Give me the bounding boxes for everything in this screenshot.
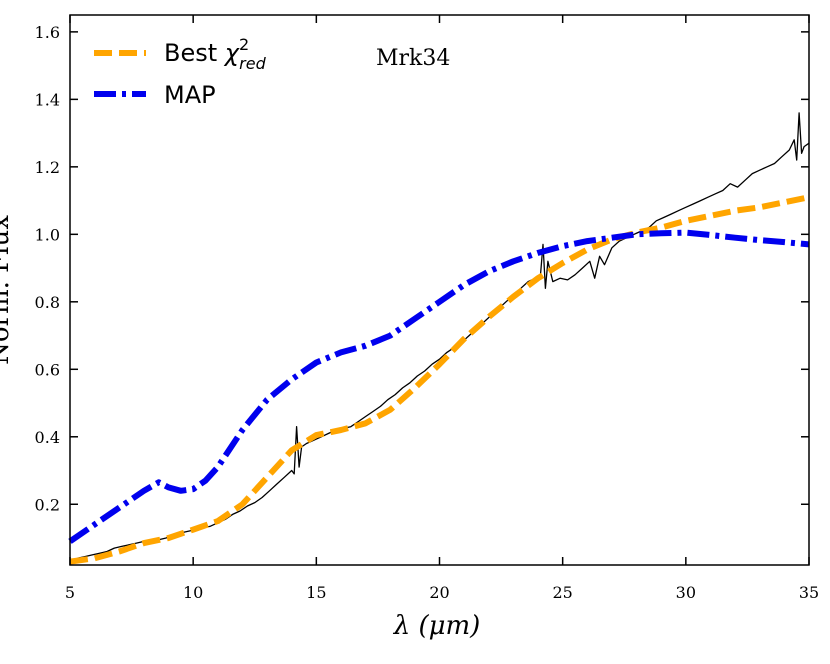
y-tick-label: 1.6 — [35, 23, 60, 42]
y-tick-label: 1.0 — [35, 225, 60, 244]
annotation-mrk34: Mrk34 — [376, 46, 450, 71]
x-tick-label: 20 — [429, 583, 449, 602]
series-best-line — [69, 194, 810, 565]
legend-label-best: Best χ2 red — [164, 35, 267, 73]
x-tick-label: 10 — [183, 583, 203, 602]
x-tick-label: 25 — [552, 583, 572, 602]
y-tick-label: 1.4 — [35, 90, 60, 109]
series-layer — [68, 112, 810, 565]
y-tick-label: 0.6 — [35, 360, 60, 379]
legend-label-map: MAP — [164, 81, 216, 109]
y-axis-title: Norm. Flux — [0, 215, 15, 365]
y-tick-label: 0.8 — [35, 293, 60, 312]
plot-frame — [69, 14, 810, 566]
y-tick-label: 1.2 — [35, 158, 60, 177]
legend: Best χ2 red MAP — [94, 35, 267, 109]
x-tick-label: 15 — [306, 583, 326, 602]
y-tick-label: 0.2 — [35, 495, 60, 514]
series-map-line — [68, 229, 810, 544]
y-tick-label: 0.4 — [35, 428, 60, 447]
x-tick-label: 5 — [65, 583, 75, 602]
x-tick-label: 30 — [676, 583, 696, 602]
x-tick-label: 35 — [799, 583, 819, 602]
x-axis-title: λ (μm) — [393, 611, 481, 641]
axis-layer: 5 10 15 20 25 30 35 0.2 0.4 0.6 0.8 1.0 1.2 1.4 1.6 — [35, 15, 819, 602]
